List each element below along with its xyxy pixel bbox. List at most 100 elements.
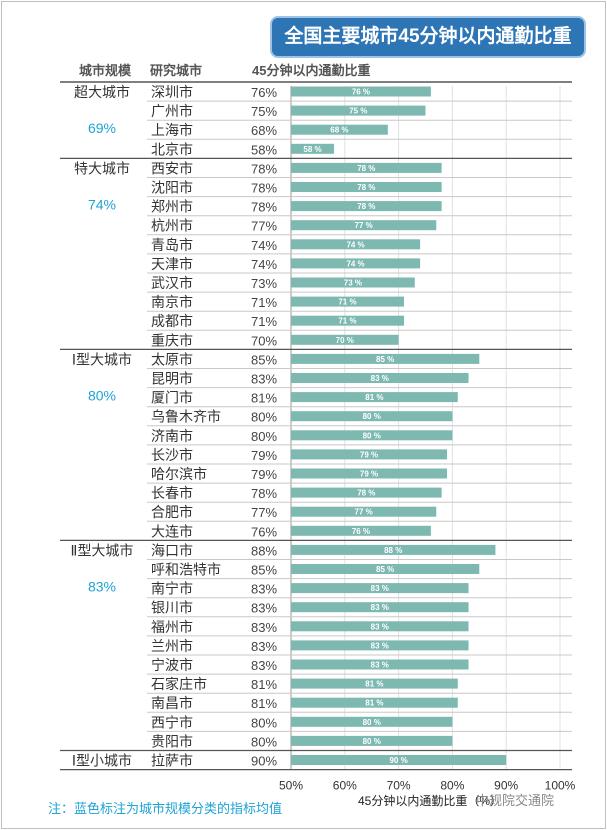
- city-value: 81%: [251, 696, 277, 711]
- bar-data-label: 70 %: [336, 336, 354, 345]
- group-label: Ⅰ型大城市: [72, 351, 132, 367]
- bar-data-label: 77 %: [355, 508, 373, 517]
- city-name: 重庆市: [151, 332, 193, 348]
- x-axis-title: 45分钟以内通勤比重（%）: [358, 794, 503, 808]
- bar: [291, 525, 431, 536]
- city-value: 70%: [251, 333, 277, 348]
- bar: [291, 449, 448, 460]
- city-value: 79%: [251, 448, 277, 463]
- bar: [291, 182, 442, 192]
- bar: [291, 315, 404, 326]
- bar-data-label: 83 %: [371, 603, 389, 612]
- group-mean: 69%: [88, 120, 116, 136]
- bar: [291, 392, 458, 403]
- bar-data-label: 83 %: [371, 641, 389, 650]
- bar-data-label: 85 %: [376, 565, 394, 574]
- city-name: 厦门市: [151, 390, 193, 406]
- city-name: 西安市: [151, 160, 193, 176]
- city-value: 76%: [251, 524, 277, 539]
- city-value: 75%: [251, 104, 277, 119]
- city-name: 沈阳市: [151, 180, 193, 196]
- bar-data-label: 68 %: [330, 126, 348, 135]
- bar: [291, 468, 448, 479]
- group-label: 特大城市: [74, 160, 130, 176]
- bar: [291, 296, 404, 307]
- city-name: 济南市: [151, 428, 193, 444]
- x-tick-label: 90%: [494, 779, 518, 793]
- bar: [291, 697, 458, 708]
- x-tick-label: 60%: [333, 779, 357, 793]
- city-name: 南京市: [151, 294, 193, 310]
- bar-data-label: 81 %: [365, 680, 383, 689]
- city-value: 78%: [251, 181, 277, 196]
- bar-data-label: 78 %: [357, 164, 375, 173]
- group-label: Ⅰ型小城市: [72, 753, 132, 769]
- header-metric: 45分钟以内通勤比重: [252, 63, 371, 78]
- city-name: 兰州市: [151, 638, 193, 654]
- bar-data-label: 74 %: [346, 240, 364, 249]
- bar-data-label: 74 %: [346, 259, 364, 268]
- city-name: 昆明市: [151, 371, 193, 387]
- city-value: 83%: [251, 582, 277, 597]
- bar: [291, 334, 399, 345]
- bar-data-label: 80 %: [363, 718, 381, 727]
- chart-title: 全国主要城市45分钟以内通勤比重: [272, 18, 584, 56]
- bar-data-label: 80 %: [363, 737, 381, 746]
- city-name: 深圳市: [151, 84, 193, 100]
- city-name: 长沙市: [151, 447, 193, 463]
- group-mean: 74%: [88, 196, 116, 212]
- group-label: Ⅱ型大城市: [71, 542, 134, 558]
- bar-data-label: 85 %: [376, 355, 394, 364]
- city-name: 海口市: [151, 542, 193, 558]
- bar-data-label: 80 %: [363, 412, 381, 421]
- city-value: 80%: [251, 429, 277, 444]
- city-value: 80%: [251, 410, 277, 425]
- bar: [291, 487, 442, 498]
- bar: [291, 430, 453, 441]
- group-mean: 83%: [88, 578, 116, 594]
- bar-data-label: 90 %: [389, 756, 407, 765]
- city-value: 83%: [251, 658, 277, 673]
- footnote: 注：蓝色标注为城市规模分类的指标均值: [48, 801, 283, 816]
- bar: [291, 220, 437, 231]
- bar-data-label: 71 %: [338, 298, 356, 307]
- header-city-size: 城市规模: [79, 63, 132, 78]
- bar: [291, 124, 388, 135]
- city-name: 合肥市: [151, 504, 193, 520]
- city-name: 福州市: [151, 619, 193, 635]
- city-name: 长春市: [151, 485, 193, 501]
- bar: [291, 143, 335, 154]
- city-name: 大连市: [151, 523, 193, 539]
- city-name: 石家庄市: [151, 676, 207, 692]
- bar-data-label: 73 %: [344, 279, 362, 288]
- city-value: 78%: [251, 161, 277, 176]
- city-name: 广州市: [151, 103, 193, 119]
- city-name: 呼和浩特市: [151, 562, 221, 578]
- bar: [291, 755, 507, 765]
- city-value: 80%: [251, 734, 277, 749]
- city-value: 76%: [251, 85, 277, 100]
- city-value: 80%: [251, 715, 277, 730]
- bar: [291, 716, 453, 727]
- bar: [291, 583, 469, 594]
- bar-data-label: 78 %: [357, 183, 375, 192]
- bar-data-label: 83 %: [371, 661, 389, 670]
- city-name: 郑州市: [151, 199, 193, 215]
- city-value: 83%: [251, 372, 277, 387]
- group-mean: 80%: [88, 387, 116, 403]
- city-name: 太原市: [151, 351, 193, 367]
- bar: [291, 640, 469, 651]
- bar-data-label: 75 %: [349, 107, 367, 116]
- bar: [291, 277, 415, 288]
- bar: [291, 162, 442, 173]
- city-value: 58%: [251, 142, 277, 157]
- x-tick-label: 70%: [387, 779, 411, 793]
- city-value: 73%: [251, 276, 277, 291]
- bar: [291, 201, 442, 212]
- bar: [291, 506, 437, 517]
- city-name: 北京市: [151, 141, 193, 157]
- bar-data-label: 77 %: [355, 221, 373, 230]
- bar: [291, 411, 453, 422]
